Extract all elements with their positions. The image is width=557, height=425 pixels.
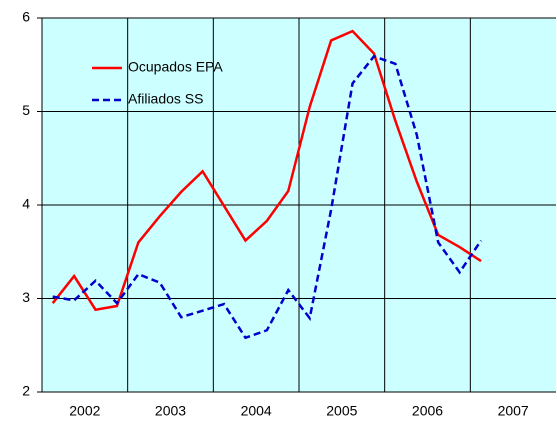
y-tick-label: 3	[22, 289, 30, 305]
x-tick-label: 2003	[155, 403, 186, 419]
x-tick-label: 2007	[498, 403, 529, 419]
y-tick-label: 4	[22, 196, 30, 212]
x-tick-label: 2006	[412, 403, 443, 419]
x-tick-label: 2005	[326, 403, 357, 419]
x-tick-label: 2002	[69, 403, 100, 419]
series-line	[51, 29, 482, 312]
x-tick-label: 2004	[241, 403, 272, 419]
legend-label: Afiliados SS	[128, 91, 203, 107]
legend-label: Ocupados EPA	[128, 59, 223, 75]
y-tick-label: 5	[22, 102, 30, 118]
y-tick-label: 2	[22, 383, 30, 399]
y-tick-label: 6	[22, 9, 30, 25]
series-line	[52, 54, 483, 340]
